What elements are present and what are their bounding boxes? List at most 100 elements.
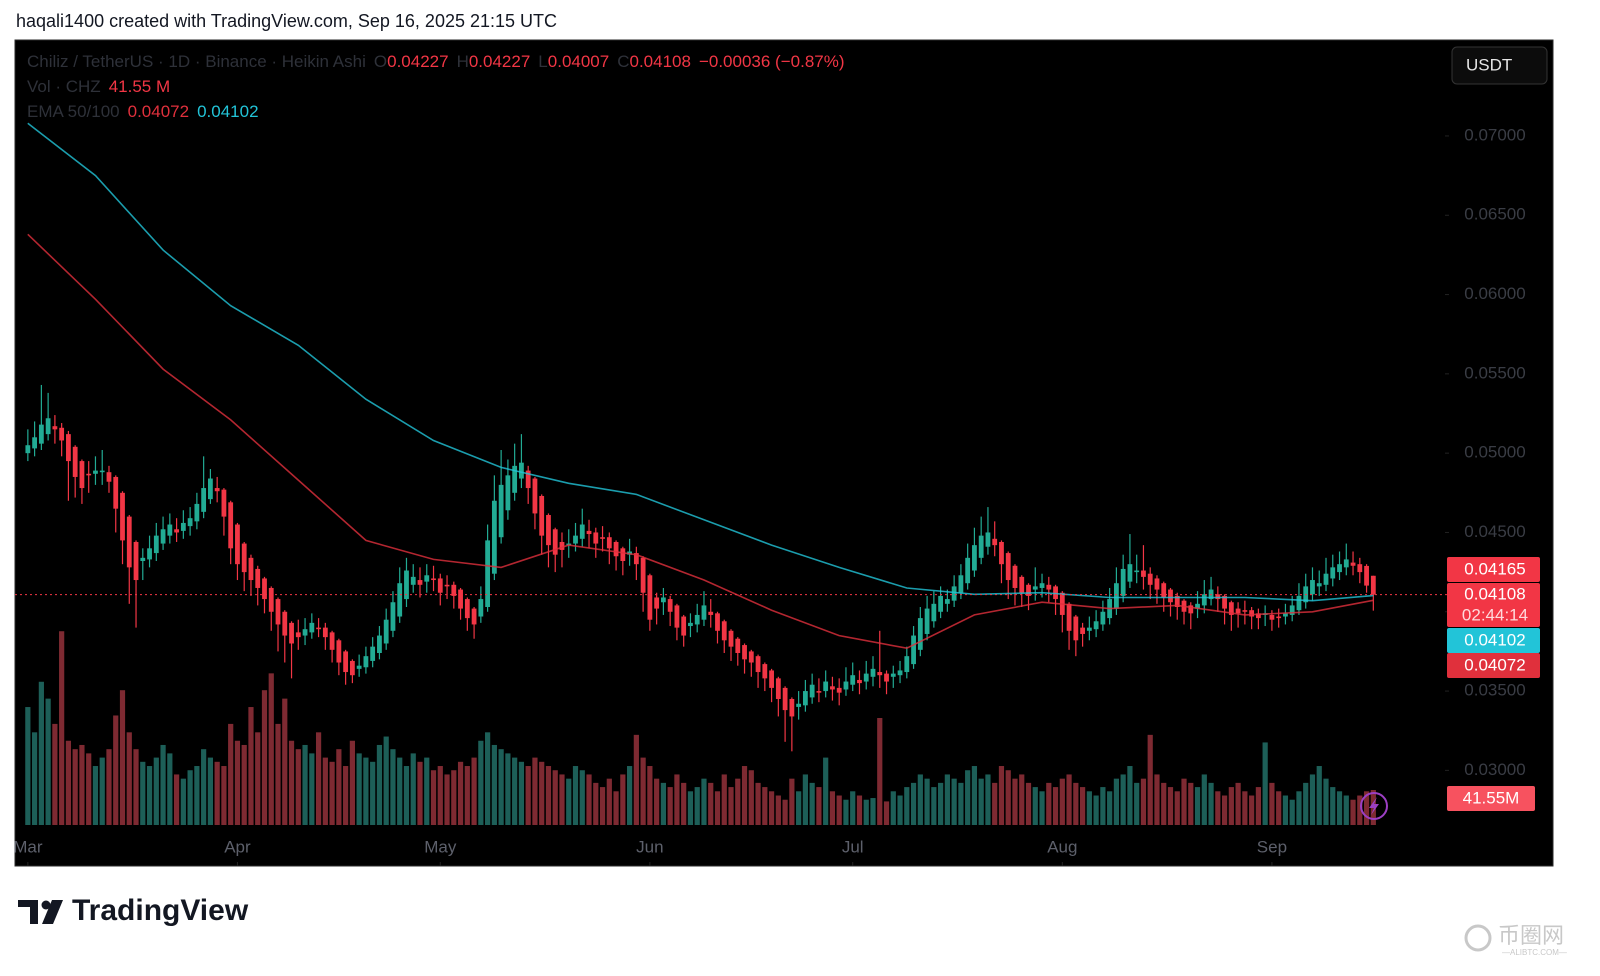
volume-bar <box>1167 787 1174 825</box>
volume-bar <box>485 732 491 825</box>
candle-body <box>113 476 119 509</box>
volume-bar <box>1343 795 1349 825</box>
volume-bar <box>1113 778 1120 825</box>
volume-bar <box>870 798 876 825</box>
candle-body <box>600 537 605 539</box>
author-line: haqali1400 created with TradingView.com,… <box>16 11 558 31</box>
volume-bar <box>1161 782 1167 825</box>
volume-bar <box>1303 782 1309 825</box>
price-tags: 0.04165 0.04108 02:44:14 0.04102 0.04072 41.5… <box>1447 557 1540 811</box>
candle-body <box>66 434 71 462</box>
ohlc-letter: C <box>617 52 630 71</box>
candle-body <box>762 664 768 679</box>
candle-body <box>437 578 443 593</box>
volume-bar <box>207 757 213 825</box>
candle-body <box>1228 602 1234 615</box>
candle-body <box>140 557 146 562</box>
candle-body <box>1100 611 1106 625</box>
volume-bar <box>417 761 423 825</box>
volume-bar <box>478 740 484 825</box>
candle-body <box>843 681 849 690</box>
candle-body <box>789 698 795 717</box>
candle-body <box>972 545 977 571</box>
candle-body <box>343 651 349 673</box>
volume-bar <box>370 761 376 825</box>
volume-bar <box>1296 791 1302 825</box>
volume-bar <box>951 778 957 825</box>
volume-bar <box>1086 791 1092 825</box>
volume-bar <box>167 753 173 825</box>
candle-body <box>1053 586 1058 600</box>
candle-body <box>397 583 403 617</box>
volume-bar <box>620 774 626 825</box>
candle-body <box>620 548 626 562</box>
volume-bar <box>843 799 849 825</box>
candle-body <box>491 500 497 574</box>
volume-bar <box>315 732 322 825</box>
volume-bar <box>654 778 660 825</box>
candles <box>25 384 1376 752</box>
tag-box <box>1447 653 1540 678</box>
x-tick-label: Sep <box>1257 837 1287 856</box>
candle-body <box>322 627 328 638</box>
volume-bar <box>823 757 829 825</box>
candle-body <box>25 445 31 454</box>
volume-bar <box>890 791 896 825</box>
volume-bar <box>674 774 680 825</box>
candle-body <box>593 532 599 544</box>
candle-body <box>147 548 152 560</box>
candle-body <box>1134 570 1140 573</box>
volume-bar <box>566 778 572 825</box>
y-tick-label: 0.06500 <box>1464 205 1525 224</box>
watermark-name: 币圈网 <box>1498 923 1564 948</box>
volume-bar <box>1127 766 1133 825</box>
candle-body <box>93 470 98 474</box>
candle-body <box>1174 595 1180 608</box>
volume-bar <box>1336 791 1343 825</box>
volume-bar <box>1188 782 1194 825</box>
candle-body <box>1215 594 1221 600</box>
candle-body <box>424 575 430 582</box>
volume-bar <box>1228 787 1234 825</box>
candle-body <box>86 473 92 476</box>
change-value: −0.00036 (−0.87%) <box>698 52 845 71</box>
volume-bar <box>336 749 342 825</box>
candle-body <box>52 426 58 430</box>
candle-body <box>309 622 315 633</box>
candle-body <box>1201 594 1207 606</box>
candle-body <box>458 589 463 609</box>
candle-body <box>512 465 518 493</box>
volume-bar <box>221 766 227 825</box>
usdt-button[interactable]: USDT <box>1451 46 1548 85</box>
volume-bar <box>451 770 457 825</box>
volume-bar <box>1249 795 1255 825</box>
candle-body <box>79 461 85 489</box>
volume-bar <box>241 744 247 825</box>
volume-bars <box>25 631 1376 825</box>
volume-bar <box>944 774 950 825</box>
candle-body <box>289 622 294 644</box>
candle-body <box>836 687 842 693</box>
candle-body <box>505 475 511 511</box>
volume-bar <box>126 732 132 825</box>
volume-bar <box>539 761 545 825</box>
candle-body <box>498 484 504 538</box>
lightning-icon[interactable] <box>1360 792 1388 820</box>
candle-body <box>1255 613 1261 619</box>
volume-bar <box>32 732 38 825</box>
candle-body <box>336 640 342 663</box>
volume-bar <box>1330 787 1336 825</box>
volume-bar <box>1363 791 1370 825</box>
candle-body <box>897 670 903 676</box>
candle-body <box>1093 621 1099 630</box>
volume-bar <box>1120 774 1126 825</box>
candle-body <box>370 646 376 661</box>
volume-bar <box>201 749 207 825</box>
tag-label: 0.04102 <box>1464 630 1525 649</box>
volume-bar <box>133 749 139 825</box>
candle-body <box>958 575 964 593</box>
candle-body <box>863 673 869 682</box>
x-tick-label: May <box>424 837 457 856</box>
volume-bar <box>1194 787 1201 825</box>
volume-bar <box>302 744 308 825</box>
